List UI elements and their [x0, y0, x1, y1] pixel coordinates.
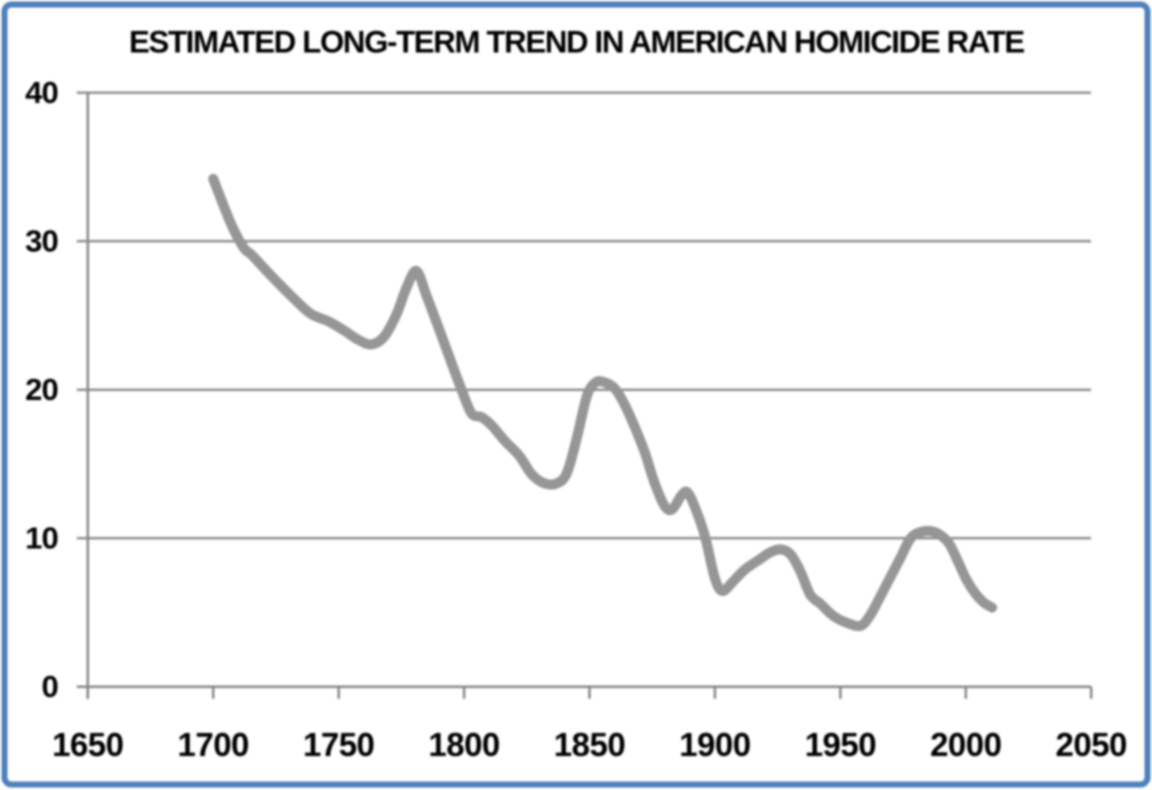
svg-text:1850: 1850: [554, 726, 625, 763]
svg-text:1700: 1700: [177, 726, 248, 763]
svg-text:ESTIMATED LONG-TERM TREND IN A: ESTIMATED LONG-TERM TREND IN AMERICAN HO…: [129, 24, 1024, 59]
svg-text:1650: 1650: [52, 726, 123, 763]
svg-text:10: 10: [25, 521, 58, 556]
svg-text:30: 30: [25, 224, 58, 259]
svg-text:1950: 1950: [805, 726, 876, 763]
svg-text:20: 20: [25, 372, 58, 407]
svg-text:2050: 2050: [1055, 726, 1126, 763]
svg-text:1900: 1900: [679, 726, 750, 763]
svg-text:0: 0: [42, 669, 58, 704]
svg-text:1800: 1800: [428, 726, 499, 763]
svg-text:2000: 2000: [930, 726, 1001, 763]
svg-text:1750: 1750: [303, 726, 374, 763]
svg-text:40: 40: [25, 75, 58, 110]
